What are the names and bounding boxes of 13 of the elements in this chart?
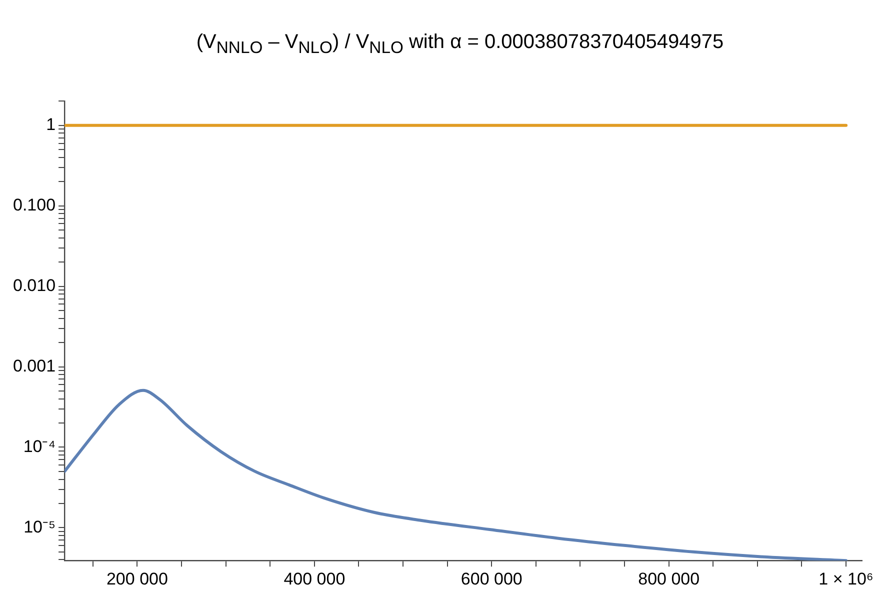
x-tick-label: 200 000 (106, 569, 168, 588)
y-tick-label: 10⁻⁵ (24, 517, 56, 536)
y-tick-label: 0.100 (12, 196, 56, 215)
y-tick-label: 0.010 (12, 276, 56, 296)
y-tick-label: 0.001 (12, 356, 56, 376)
y-tick-label: 10⁻⁴ (23, 436, 56, 456)
x-tick-label: 600 000 (460, 569, 522, 588)
line-series (64, 388, 848, 561)
x-tick-label: 400 000 (284, 569, 346, 588)
y-tick-label: 1 (46, 115, 56, 134)
x-tick-label: 1 × 10⁶ (818, 569, 874, 588)
x-tick-label: 800 000 (638, 569, 700, 588)
chart-title: (V$_{NNLO}$ – V$_{NLO}$) / V$_{NLO}$ with α = 0.00038078370405494975 (196, 30, 724, 58)
